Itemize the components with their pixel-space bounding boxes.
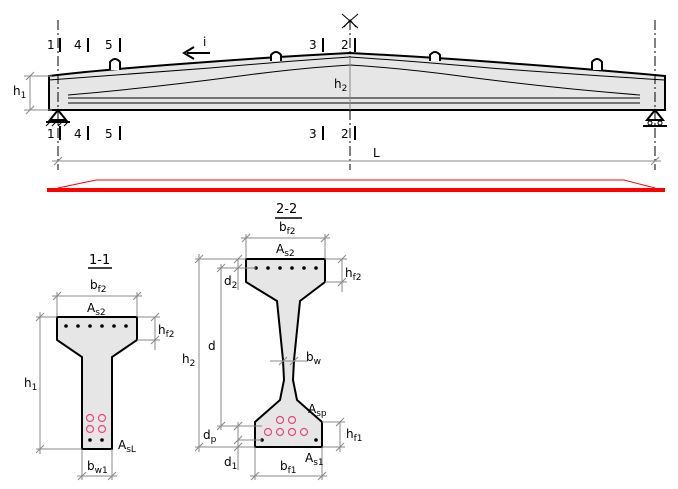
lifting-loop-1 [109,58,121,70]
svg-text:As2: As2 [87,301,106,318]
section-mark-3-bottom: 3 [309,127,317,141]
section-mark-5-top: 5 [105,38,113,52]
section-mark-4-bottom: 4 [74,127,82,141]
section-2-2: 2-2 bf2 As2 hf2 [182,202,363,481]
svg-text:hf2: hf2 [158,323,175,340]
svg-text:hf1: hf1 [346,427,363,444]
load-diagram [47,179,665,192]
svg-text:h1: h1 [13,84,26,101]
section-1-1: 1-1 bf2 As2 hf2 [24,253,175,481]
svg-text:bw: bw [306,350,321,367]
section-1-1-top-rebar [64,324,128,328]
svg-text:hf2: hf2 [345,266,362,283]
svg-text:h2: h2 [334,77,347,94]
lifting-loop-3 [429,51,441,61]
section-1-1-body [56,316,138,450]
section-mark-2-top: 2 [341,38,349,52]
svg-text:d2: d2 [224,274,237,291]
svg-text:bf2: bf2 [90,278,107,295]
svg-text:As1: As1 [305,451,324,468]
svg-text:AsL: AsL [118,438,136,455]
h1-dimension: h1 [13,71,52,115]
svg-text:bf2: bf2 [279,220,296,237]
svg-text:bw1: bw1 [87,459,108,476]
section-1-1-title: 1-1 [89,253,110,268]
slope-label: i [203,35,206,49]
section-2-2-strands [263,415,309,437]
svg-text:h1: h1 [24,376,37,393]
svg-text:Asp: Asp [308,402,327,419]
section-mark-4-top: 4 [74,38,82,52]
slope-arrow: i [182,35,210,60]
section-mark-1-bottom: 1 [47,127,55,141]
ridge-marker [341,13,359,29]
lifting-loop-2 [270,51,282,61]
svg-text:As2: As2 [276,242,295,259]
section-1-1-bottom-rebar [88,438,104,442]
section-mark-5-bottom: 5 [105,127,113,141]
beam-elevation: 1 4 5 3 2 1 4 5 3 2 i h1 h2 [13,13,667,192]
section-1-1-strands [85,413,107,434]
svg-text:bf1: bf1 [280,459,297,476]
beam-body [48,51,666,111]
svg-text:dp: dp [203,428,217,445]
lifting-loop-4 [591,58,603,70]
section-mark-3-top: 3 [309,38,317,52]
svg-text:d1: d1 [224,455,237,472]
svg-text:d: d [208,339,216,353]
span-dimension: L [52,146,661,166]
section-2-2-title: 2-2 [276,202,297,217]
span-label: L [373,146,380,160]
section-mark-2-bottom: 2 [341,127,349,141]
svg-text:h2: h2 [182,352,195,369]
section-mark-1-top: 1 [47,38,55,52]
h2-dimension: h2 [334,57,351,110]
